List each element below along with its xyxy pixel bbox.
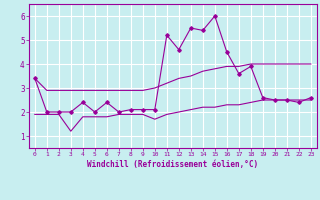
X-axis label: Windchill (Refroidissement éolien,°C): Windchill (Refroidissement éolien,°C) <box>87 160 258 169</box>
